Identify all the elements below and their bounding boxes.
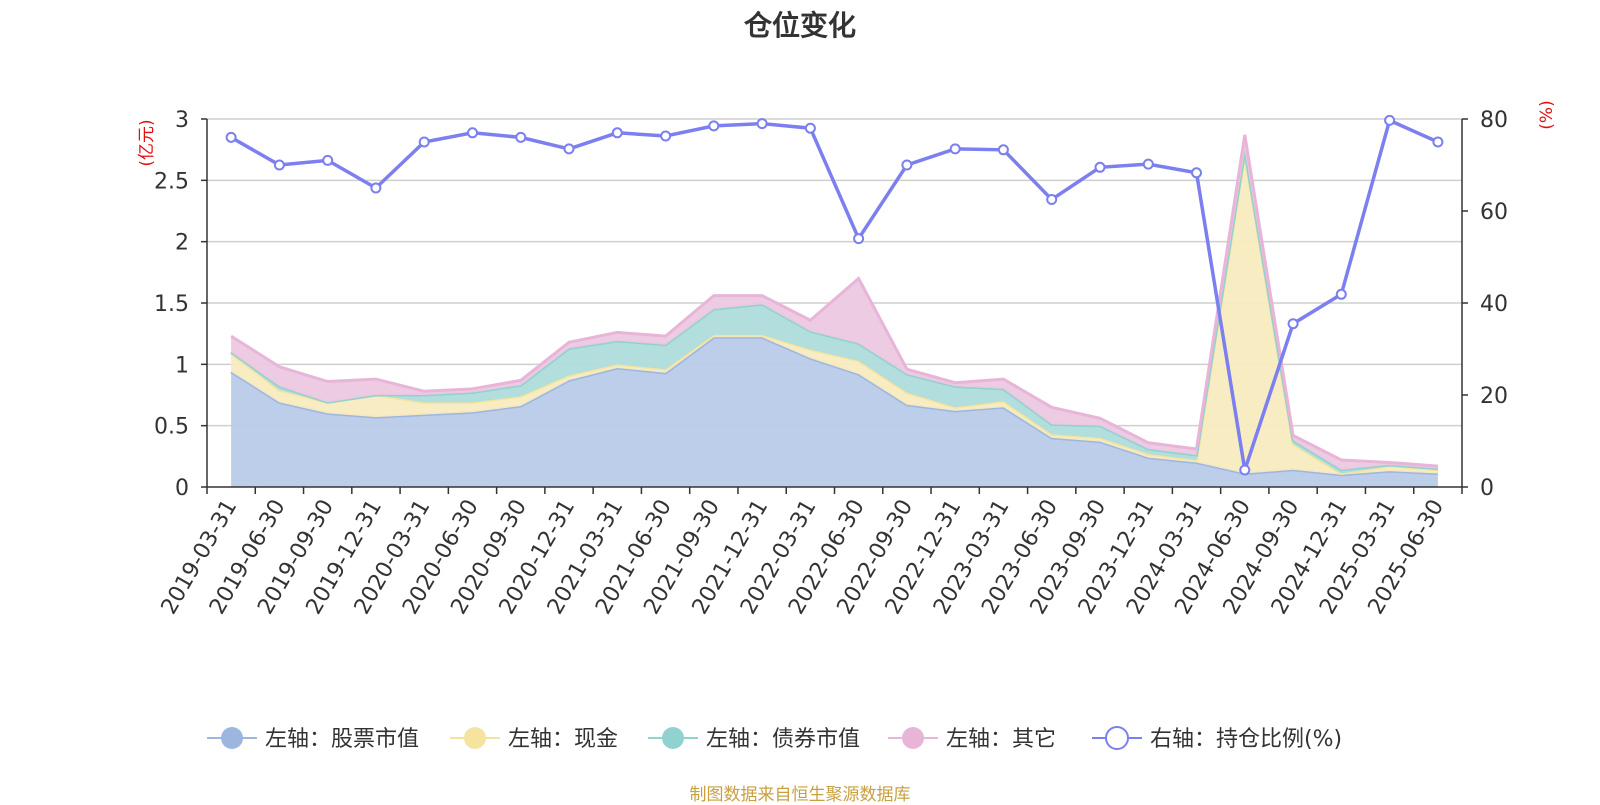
hollow-circle-icon xyxy=(1105,726,1129,750)
legend-label: 左轴：债券市值 xyxy=(706,727,860,752)
left-axis-tick-label: 2.5 xyxy=(154,169,189,194)
left-axis-tick-label: 1 xyxy=(175,353,189,378)
chart-title: 仓位变化 xyxy=(743,9,856,42)
ratio-point xyxy=(1287,318,1299,330)
legend-label: 右轴：持仓比例(%) xyxy=(1150,727,1342,752)
legend-item-0[interactable]: 左轴：股票市值 xyxy=(207,727,419,752)
ratio-point xyxy=(1142,158,1154,170)
ratio-point xyxy=(1191,167,1202,179)
legend[interactable]: 左轴：股票市值 左轴：现金 左轴：债券市值 左轴：其它 右轴：持仓比例(%) xyxy=(207,726,1342,752)
ratio-point xyxy=(1335,288,1347,300)
axes xyxy=(201,118,1468,494)
ratio-point xyxy=(225,131,237,143)
ratio-point xyxy=(273,159,285,171)
left-axis-tick-label: 2 xyxy=(175,231,189,256)
ratio-point xyxy=(804,122,816,134)
chart-source-note: 制图数据来自恒生聚源数据库 xyxy=(689,785,911,805)
right-axis-tick-label: 40 xyxy=(1480,292,1508,317)
legend-label: 左轴：股票市值 xyxy=(265,727,419,752)
legend-item-4[interactable]: 右轴：持仓比例(%) xyxy=(1092,726,1342,752)
area-0 xyxy=(231,337,1438,487)
area-3 xyxy=(231,134,1438,470)
legend-label: 左轴：现金 xyxy=(508,727,618,752)
left-axis-tick-label: 3 xyxy=(175,108,189,133)
left-axis-unit: (亿元) xyxy=(137,119,157,166)
circle-icon xyxy=(902,727,924,749)
right-axis-tick-label: 20 xyxy=(1480,384,1508,409)
left-axis-tick-label: 0.5 xyxy=(154,415,189,440)
ratio-point xyxy=(949,143,961,155)
ratio-point xyxy=(515,131,527,143)
left-axis-tick-label: 1.5 xyxy=(154,292,189,317)
right-axis-tick-label: 0 xyxy=(1480,476,1494,501)
ratio-point xyxy=(563,143,575,155)
ratio-point xyxy=(418,136,430,148)
ratio-point xyxy=(1239,464,1251,476)
right-axis-tick-label: 80 xyxy=(1480,108,1508,133)
circle-icon xyxy=(221,727,243,749)
ratio-point xyxy=(853,233,865,245)
area-edge-3 xyxy=(230,134,1439,468)
stacked-areas xyxy=(230,134,1439,487)
position-ratio-line xyxy=(225,114,1444,476)
ratio-point xyxy=(901,159,913,171)
legend-item-3[interactable]: 左轴：其它 xyxy=(888,727,1056,752)
ratio-point xyxy=(1094,161,1106,173)
ratio-point xyxy=(660,130,672,142)
ratio-point xyxy=(611,127,623,139)
ratio-point xyxy=(1046,194,1058,205)
ratio-point xyxy=(756,118,768,130)
ratio-point xyxy=(370,182,382,194)
right-axis-unit: (%) xyxy=(1537,100,1557,129)
ratio-point xyxy=(708,120,720,132)
legend-item-2[interactable]: 左轴：债券市值 xyxy=(648,727,860,752)
ratio-point xyxy=(1432,136,1444,148)
ratio-point xyxy=(322,154,334,166)
ratio-line-path xyxy=(230,117,1439,471)
circle-icon xyxy=(464,727,486,749)
circle-icon xyxy=(662,727,684,749)
ratio-point xyxy=(467,127,478,139)
ratio-point xyxy=(1384,114,1396,126)
legend-label: 左轴：其它 xyxy=(946,727,1056,752)
area-1 xyxy=(231,154,1438,475)
ratio-point xyxy=(997,144,1009,156)
legend-item-1[interactable]: 左轴：现金 xyxy=(450,727,618,752)
right-axis-tick-label: 60 xyxy=(1480,200,1508,225)
left-axis-tick-label: 0 xyxy=(175,476,189,501)
